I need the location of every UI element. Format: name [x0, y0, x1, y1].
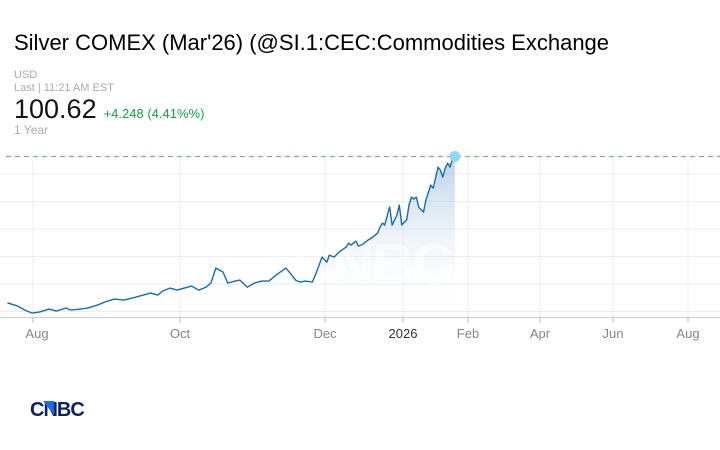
- cnbc-logo-text: CNBC: [30, 399, 85, 421]
- price-row: 100.62 +4.248 (4.41%%): [14, 94, 720, 124]
- x-axis-label: Feb: [457, 326, 479, 341]
- chart-header: Silver COMEX (Mar'26) (@SI.1:CEC:Commodi…: [14, 30, 720, 137]
- x-axis-label: Aug: [25, 326, 48, 341]
- x-axis-label: Jun: [603, 326, 624, 341]
- cnbc-logo-triangle-icon: [43, 401, 54, 415]
- price-change: +4.248 (4.41%%): [103, 106, 205, 121]
- x-axis-label: 2026: [389, 326, 418, 341]
- chart-title: Silver COMEX (Mar'26) (@SI.1:CEC:Commodi…: [14, 30, 610, 55]
- x-axis-label: Aug: [676, 326, 699, 341]
- x-axis-label: Oct: [170, 326, 191, 341]
- x-axis-label: Dec: [313, 326, 337, 341]
- last-timestamp: Last | 11:21 AM EST: [14, 82, 114, 94]
- cnbc-watermark: CNBC: [292, 232, 453, 297]
- last-price-marker: [449, 151, 461, 162]
- last-price: 100.62: [14, 94, 97, 124]
- range-label: 1 Year: [14, 123, 49, 137]
- area-fill: [8, 156, 455, 318]
- price-line: [7, 155, 456, 314]
- currency-label: USD: [14, 69, 38, 81]
- cnbc-logo: CNBC: [30, 399, 85, 421]
- x-axis-label: Apr: [530, 326, 551, 341]
